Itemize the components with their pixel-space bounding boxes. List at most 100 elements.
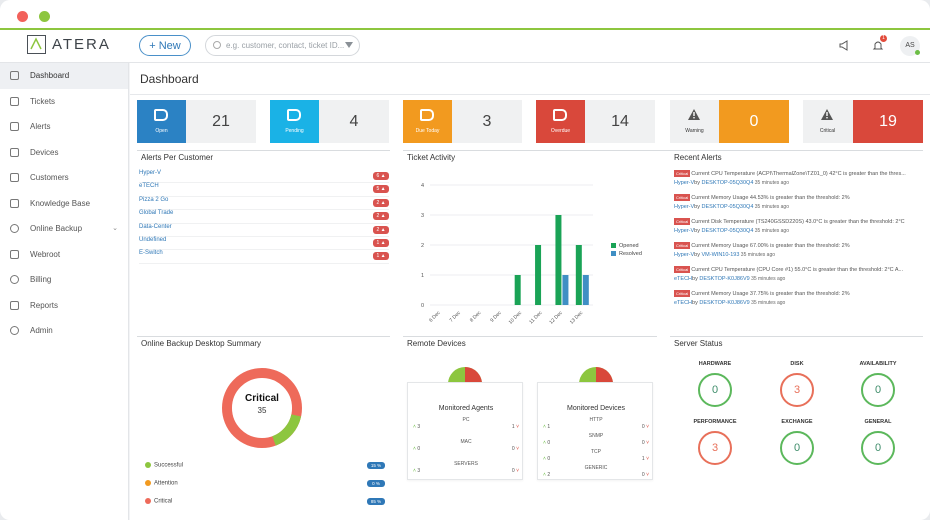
alert-text: Current Memory Usage 44.53% is greater t… <box>691 194 850 201</box>
donut-center-value: 35 <box>257 406 267 415</box>
row-label: SNMP <box>588 433 604 439</box>
recent-alerts-panel: Recent Alerts Critical Current CPU Temper… <box>670 150 923 330</box>
legend-dot <box>145 498 151 504</box>
status-hardware[interactable]: 0 <box>698 373 732 407</box>
close-window-button[interactable] <box>17 11 28 22</box>
sidebar-item-tickets[interactable]: Tickets <box>0 89 128 115</box>
customer-name[interactable]: eTECH <box>139 183 159 190</box>
alert-customer-link[interactable]: Hyper-V <box>674 204 695 210</box>
panel-rule <box>403 336 657 337</box>
x-tick-label: 11 Dec <box>528 310 544 326</box>
alert-by: by <box>694 204 702 210</box>
x-tick-label: 10 Dec <box>508 310 524 326</box>
legend-label: Resolved <box>619 251 642 257</box>
donut-center-label: Critical <box>245 393 279 404</box>
sidebar-item-online-backup[interactable]: Online Backup ⌄ <box>0 216 128 242</box>
alert-device-link[interactable]: DESKTOP-K0J86V9 <box>699 300 750 306</box>
list-item[interactable]: E-Switch 1 ▲ <box>139 250 389 264</box>
alert-device-link[interactable]: DESKTOP-05Q30Q4 <box>701 204 754 210</box>
up-count: ˄ 2 <box>543 472 551 478</box>
tile-due-today[interactable]: Due Today 3 <box>403 100 522 143</box>
panel-rule <box>137 336 390 337</box>
bell-icon[interactable] <box>871 39 885 53</box>
customer-name[interactable]: Global Trade <box>139 210 174 217</box>
tile-open[interactable]: Open 21 <box>137 100 256 143</box>
search-input[interactable]: e.g. customer, contact, ticket ID... <box>205 35 360 56</box>
legend-item-attention: Attention 0 % <box>145 480 395 492</box>
panel-rule <box>137 150 390 151</box>
chevron-down-icon[interactable]: ⌄ <box>112 225 118 232</box>
alert-device-link[interactable]: DESKTOP-05Q30Q4 <box>701 228 754 234</box>
tile-critical[interactable]: Critical 19 <box>803 100 923 143</box>
alert-message[interactable]: Critical Current Memory Usage 44.53% is g… <box>674 194 920 201</box>
filter-icon[interactable] <box>345 42 353 48</box>
sidebar-item-admin[interactable]: Admin <box>0 318 128 344</box>
alert-customer-link[interactable]: Hyper-V <box>674 228 695 234</box>
status-performance[interactable]: 3 <box>698 431 732 465</box>
alert-message[interactable]: Critical Current CPU Temperature (CPU Cor… <box>674 266 920 273</box>
alert-message[interactable]: Critical Current Memory Usage 37.75% is g… <box>674 290 920 297</box>
list-item[interactable]: Undefined 1 ▲ <box>139 237 389 251</box>
list-item[interactable]: Pizza 2 Go 2 ▲ <box>139 196 389 211</box>
status-exchange[interactable]: 0 <box>780 431 814 465</box>
alert-customer-link[interactable]: eTECH <box>674 276 693 282</box>
customer-name[interactable]: Undefined <box>139 237 167 243</box>
sidebar-item-knowledge-base[interactable]: Knowledge Base <box>0 191 128 217</box>
sidebar-item-devices[interactable]: Devices <box>0 140 128 166</box>
list-item[interactable]: Global Trade 2 ▲ <box>139 210 389 224</box>
alert-customer-link[interactable]: eTECH <box>674 300 693 306</box>
alert-device-link[interactable]: DESKTOP-05Q30Q4 <box>701 180 754 186</box>
alert-message[interactable]: Critical Current CPU Temperature (ACPI\Th… <box>674 170 920 177</box>
new-button-label: New <box>158 39 181 52</box>
alert-message[interactable]: Critical Current Memory Usage 67.00% is g… <box>674 242 920 249</box>
list-item[interactable]: Data-Center 2 ▲ <box>139 224 389 237</box>
alert-message[interactable]: Critical Current Disk Temperature (TS240G… <box>674 218 920 225</box>
tile-pending[interactable]: Pending 4 <box>270 100 389 143</box>
legend-pct: 85 % <box>367 498 385 505</box>
customer-name[interactable]: Hyper-V <box>139 170 162 176</box>
panel-title: Remote Devices <box>407 339 466 348</box>
alert-meta: eTECHby DESKTOP-K0J86V9 35 minutes ago <box>674 276 920 282</box>
backup-summary-panel: Online Backup Desktop Summary Critical 3… <box>137 336 390 516</box>
search-icon <box>213 41 221 49</box>
x-tick-label: 9 Dec <box>489 310 503 324</box>
new-button[interactable]: + New <box>139 35 191 56</box>
atera-logo[interactable]: ATERA <box>27 35 111 54</box>
monitored-agents-card[interactable]: Monitored Agents PC ˄ 3 1 ˅ MAC ˄ 0 0 ˅ SERV… <box>407 382 523 480</box>
alert-device-link[interactable]: VM-WIN10-193 <box>701 252 740 258</box>
sidebar-item-label: Online Backup <box>30 224 83 234</box>
sidebar-item-alerts[interactable]: Alerts <box>0 114 128 140</box>
customer-name[interactable]: E-Switch <box>139 250 163 257</box>
sidebar-item-webroot[interactable]: Webroot <box>0 242 128 268</box>
notification-badge: 1 <box>880 35 887 42</box>
down-count: 0 ˅ <box>511 446 519 452</box>
alert-customer-link[interactable]: Hyper-V <box>674 252 695 258</box>
sidebar-item-reports[interactable]: Reports <box>0 293 128 319</box>
list-item[interactable]: Hyper-V 6 ▲ <box>139 170 389 184</box>
status-general[interactable]: 0 <box>861 431 895 465</box>
panel-rule <box>670 150 923 151</box>
customer-name[interactable]: Pizza 2 Go <box>139 196 169 203</box>
minimize-window-button[interactable] <box>39 11 50 22</box>
megaphone-icon[interactable] <box>837 39 851 53</box>
tile-overdue[interactable]: Overdue 14 <box>536 100 655 143</box>
sidebar-item-dashboard[interactable]: Dashboard <box>0 63 128 89</box>
sidebar-item-label: Billing <box>30 275 52 285</box>
sidebar-item-billing[interactable]: Billing <box>0 267 128 293</box>
customer-name[interactable]: Data-Center <box>139 223 172 230</box>
tile-label: Critical <box>819 128 836 134</box>
tile-value: 19 <box>853 100 923 143</box>
alert-customer-link[interactable]: Hyper-V <box>674 180 695 186</box>
alert-device-link[interactable]: DESKTOP-K0J86V9 <box>699 276 750 282</box>
x-tick-label: 13 Dec <box>569 310 585 326</box>
backup-donut-chart <box>222 368 302 448</box>
tile-warning[interactable]: Warning 0 <box>670 100 789 143</box>
status-disk[interactable]: 3 <box>780 373 814 407</box>
alert-count-badge: 2 ▲ <box>373 225 389 234</box>
sidebar-item-customers[interactable]: Customers <box>0 165 128 191</box>
critical-badge: Critical <box>674 290 691 297</box>
list-item[interactable]: eTECH 5 ▲ <box>139 183 389 197</box>
status-availability[interactable]: 0 <box>861 373 895 407</box>
